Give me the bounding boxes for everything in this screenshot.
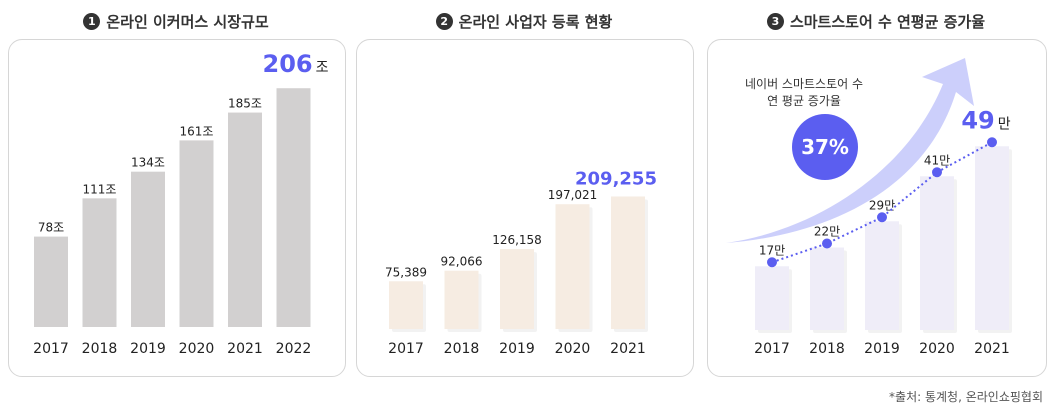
line-point — [987, 137, 997, 148]
panel-3-title: 3 스마트스토어 수 연평균 증가율 — [707, 8, 1045, 34]
data-label: 161조 — [180, 124, 214, 138]
x-tick-label: 2019 — [130, 341, 166, 357]
x-tick-label: 2021 — [610, 341, 646, 357]
bar-2018 — [444, 270, 479, 329]
data-label: 78조 — [38, 221, 64, 235]
data-label: 111조 — [83, 182, 117, 196]
data-label: 17만 — [759, 243, 785, 257]
x-tick-label: 2019 — [499, 341, 535, 357]
bar-2021 — [975, 146, 1009, 330]
bar-2022 — [276, 88, 311, 328]
data-label: 41만 — [924, 153, 950, 167]
x-tick-label: 2018 — [82, 341, 118, 357]
x-tick-label: 2020 — [919, 341, 955, 357]
highlight-unit: 만 — [998, 116, 1011, 132]
x-tick-label: 2021 — [227, 341, 263, 357]
x-tick-label: 2020 — [179, 341, 215, 357]
bar-2017 — [389, 281, 423, 329]
panel-3-title-text: 스마트스토어 수 연평균 증가율 — [789, 12, 986, 31]
highlight-unit: 조 — [316, 60, 329, 76]
source-note: *출처: 통계청, 온라인쇼핑협회 — [889, 390, 1043, 404]
highlight-value: 49 — [961, 106, 994, 134]
bar-2021 — [611, 196, 645, 329]
line-point — [877, 212, 887, 223]
x-tick-label: 2018 — [444, 341, 480, 357]
growth-percent-badge: 37% — [792, 114, 858, 180]
highlight-label: 206 조 — [263, 50, 329, 78]
growth-arrow — [726, 58, 974, 243]
panel-2-title: 2 온라인 사업자 등록 현황 — [356, 8, 692, 34]
number-badge-1: 1 — [83, 12, 101, 30]
data-label: 126,158 — [492, 233, 542, 247]
x-tick-label: 2017 — [388, 341, 424, 357]
highlight-value: 206 — [263, 50, 313, 78]
panel-1: 2017 78조 2018 111조 2019 134조 2020 161조 2021 185조 2… — [8, 39, 346, 377]
x-tick-label: 2020 — [555, 341, 591, 357]
growth-line — [771, 141, 993, 264]
bar-2021 — [228, 112, 262, 328]
panel-2-title-text: 온라인 사업자 등록 현황 — [458, 12, 613, 31]
data-label: 134조 — [131, 156, 165, 170]
line-point — [932, 167, 942, 178]
bar-2020 — [920, 176, 954, 330]
bar-2020 — [555, 204, 590, 329]
data-label: 185조 — [228, 97, 262, 111]
data-label: 75,389 — [385, 265, 427, 279]
bar-2018 — [82, 198, 117, 327]
data-label: 92,066 — [441, 255, 483, 269]
line-point — [822, 238, 832, 249]
data-label: 22만 — [814, 225, 840, 239]
x-tick-label: 2017 — [754, 341, 790, 357]
number-badge-2: 2 — [435, 12, 453, 30]
data-label: 197,021 — [548, 188, 598, 202]
smartstore-growth-chart: 2017 17만 2018 22만 2019 29만 2020 41만 2021 49 만 — [726, 58, 1012, 357]
panel-1-title-text: 온라인 이커머스 시장규모 — [106, 12, 269, 31]
bar-2017 — [755, 266, 789, 330]
bar-2020 — [179, 140, 214, 327]
number-badge-3: 3 — [766, 12, 784, 30]
bar-2019 — [865, 221, 899, 330]
highlight-label: 49 만 — [961, 106, 1010, 134]
growth-label: 네이버 스마트스토어 수 연 평균 증가율 — [744, 77, 864, 108]
ecommerce-market-chart: 2017 78조 2018 111조 2019 134조 2020 161조 2021 185조 2… — [33, 50, 329, 357]
highlight-value: 209,255 — [575, 168, 657, 189]
panel-1-title: 1 온라인 이커머스 시장규모 — [8, 8, 344, 34]
bar-2019 — [131, 171, 165, 327]
x-tick-label: 2018 — [809, 341, 845, 357]
x-tick-label: 2017 — [33, 341, 69, 357]
x-tick-label: 2021 — [974, 341, 1010, 357]
x-tick-label: 2022 — [276, 341, 312, 357]
bar-2019 — [500, 249, 534, 329]
bar-2018 — [810, 247, 844, 330]
line-point — [767, 257, 777, 268]
bar-2017 — [34, 236, 68, 327]
data-label: 29만 — [869, 198, 895, 212]
panel-3: 2017 17만 2018 22만 2019 29만 2020 41만 2021 49 만 네이버 … — [707, 39, 1047, 377]
business-registration-chart: 2017 75,389 2018 92,066 2019 126,158 2020 197,0… — [385, 168, 657, 357]
panel-2: 2017 75,389 2018 92,066 2019 126,158 2020 197,0… — [356, 39, 694, 377]
x-tick-label: 2019 — [864, 341, 900, 357]
